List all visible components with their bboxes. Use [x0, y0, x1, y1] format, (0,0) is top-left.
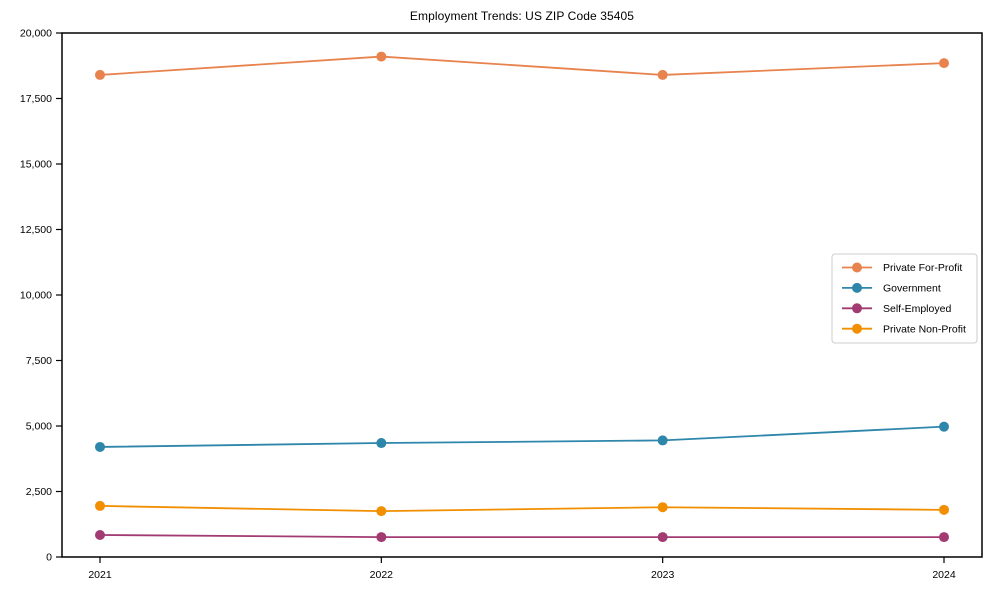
data-point-private-for-profit-2023 [657, 69, 668, 80]
data-point-government-2021 [95, 441, 105, 452]
series-line-self-employed [99, 534, 945, 538]
legend-item-private-non-profit: Private Non-Profit [842, 323, 966, 335]
data-point-government-2022 [376, 438, 387, 449]
series-private-for-profit [95, 51, 949, 80]
series-government [95, 421, 949, 452]
y-axis-tick-label: 12,500 [20, 224, 52, 236]
x-axis-tick-label: 2024 [932, 569, 956, 581]
legend-marker-icon [852, 323, 862, 334]
y-axis-tick-label: 17,500 [20, 93, 52, 105]
legend-label: Self-Employed [883, 303, 951, 315]
y-axis-tick-label: 10,000 [20, 290, 52, 302]
y-axis-tick-label: 7,500 [26, 355, 52, 367]
y-axis-tick-label: 0 [46, 552, 52, 564]
chart-title: Employment Trends: US ZIP Code 35405 [409, 9, 635, 23]
data-point-private-non-profit-2024 [939, 504, 949, 515]
legend-item-government: Government [842, 283, 941, 295]
legend-marker-icon [852, 262, 862, 273]
data-point-self-employed-2021 [95, 529, 105, 540]
legend-item-self-employed: Self-Employed [842, 303, 951, 315]
series-line-private-non-profit [99, 505, 945, 513]
series-self-employed [95, 529, 949, 543]
legend-item-private-for-profit: Private For-Profit [842, 262, 962, 274]
legend-label: Government [883, 283, 941, 295]
data-point-private-for-profit-2021 [95, 69, 105, 80]
legend-label: Private Non-Profit [883, 323, 966, 335]
y-axis: 0 2,500 5,000 7,500 10,000 12,500 15,000 17,500… [20, 28, 62, 564]
legend-box [831, 253, 978, 344]
data-point-self-employed-2022 [376, 532, 387, 543]
data-point-private-non-profit-2022 [376, 506, 387, 517]
legend-marker-icon [852, 303, 862, 314]
y-axis-tick-label: 2,500 [26, 486, 52, 498]
series-line-government [99, 425, 945, 448]
y-axis-tick-label: 20,000 [20, 28, 52, 40]
x-axis-tick-label: 2022 [370, 569, 394, 581]
series-line-private-for-profit [99, 55, 945, 76]
data-point-private-non-profit-2021 [95, 500, 105, 511]
legend: Private For-Profit Government Self-Employe… [831, 253, 978, 344]
data-point-government-2024 [939, 421, 949, 432]
x-axis: 2021 2022 2023 2024 [88, 557, 956, 581]
y-axis-tick-label: 5,000 [26, 421, 52, 433]
legend-label: Private For-Profit [883, 262, 962, 274]
series-private-non-profit [95, 500, 949, 517]
legend-marker-icon [852, 282, 862, 293]
data-point-private-for-profit-2022 [376, 51, 387, 62]
y-axis-tick-label: 15,000 [20, 159, 52, 171]
data-point-government-2023 [657, 435, 668, 446]
x-axis-tick-label: 2023 [651, 569, 675, 581]
data-point-self-employed-2024 [939, 532, 949, 543]
x-axis-tick-label: 2021 [88, 569, 112, 581]
data-point-self-employed-2023 [657, 532, 668, 543]
data-point-private-non-profit-2023 [657, 502, 668, 513]
data-point-private-for-profit-2024 [939, 58, 949, 69]
